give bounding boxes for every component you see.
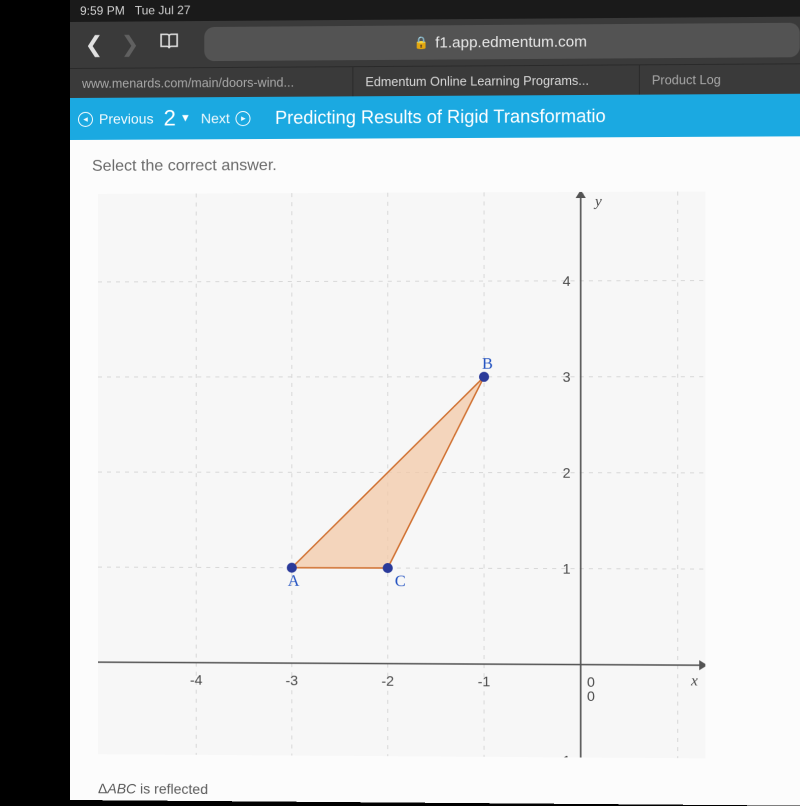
svg-text:C: C xyxy=(395,573,406,590)
question-prompt: Select the correct answer. xyxy=(92,155,787,176)
browser-toolbar: ❮ ❯ 🔒 f1.app.edmentum.com xyxy=(70,17,800,68)
svg-text:y: y xyxy=(593,194,602,210)
bookmarks-icon[interactable] xyxy=(158,31,180,57)
svg-text:-4: -4 xyxy=(190,672,203,688)
url-text: f1.app.edmentum.com xyxy=(435,33,587,51)
coordinate-graph: ABC-4-3-2-10-112340yx xyxy=(98,191,705,758)
arrow-right-icon: ▸ xyxy=(236,110,251,125)
question-text: ΔABC is reflected xyxy=(98,780,208,797)
svg-text:-3: -3 xyxy=(286,672,299,688)
tab-0[interactable]: www.menards.com/main/doors-wind... xyxy=(70,67,353,98)
svg-text:-1: -1 xyxy=(558,752,571,758)
chevron-down-icon: ▼ xyxy=(180,112,191,124)
tab-1[interactable]: Edmentum Online Learning Programs... xyxy=(353,65,639,96)
svg-text:B: B xyxy=(482,356,493,373)
back-button[interactable]: ❮ xyxy=(80,32,108,58)
tab-2[interactable]: Product Log xyxy=(640,64,800,94)
svg-text:2: 2 xyxy=(563,465,571,481)
tabs-row: www.menards.com/main/doors-wind... Edmen… xyxy=(70,63,800,98)
svg-text:0: 0 xyxy=(587,688,595,704)
tab-label: www.menards.com/main/doors-wind... xyxy=(82,75,294,90)
status-date: Tue Jul 27 xyxy=(135,3,191,17)
lock-icon: 🔒 xyxy=(414,35,429,49)
svg-text:1: 1 xyxy=(563,561,571,577)
previous-button[interactable]: ◂ Previous xyxy=(78,111,154,127)
svg-text:-2: -2 xyxy=(381,673,394,689)
tab-label: Product Log xyxy=(652,72,721,87)
url-bar[interactable]: 🔒 f1.app.edmentum.com xyxy=(204,23,799,61)
lesson-title: Predicting Results of Rigid Transformati… xyxy=(275,105,606,128)
svg-text:4: 4 xyxy=(563,273,571,289)
next-button[interactable]: Next ▸ xyxy=(201,110,251,126)
previous-label: Previous xyxy=(99,111,154,127)
svg-text:-1: -1 xyxy=(478,673,491,689)
graph-svg: ABC-4-3-2-10-112340yx xyxy=(98,191,705,758)
question-number[interactable]: 2 ▼ xyxy=(164,105,191,131)
svg-text:A: A xyxy=(288,573,300,590)
svg-text:x: x xyxy=(690,673,698,689)
next-label: Next xyxy=(201,110,230,126)
lesson-nav-bar: ◂ Previous 2 ▼ Next ▸ Predicting Results… xyxy=(70,94,800,140)
arrow-left-icon: ◂ xyxy=(78,111,93,126)
content-area: Select the correct answer. A B C -4 -3 -2 -1 0 -… xyxy=(70,136,800,805)
forward-button[interactable]: ❯ xyxy=(116,31,144,57)
svg-text:3: 3 xyxy=(563,369,571,385)
status-time: 9:59 PM xyxy=(80,4,125,18)
tab-label: Edmentum Online Learning Programs... xyxy=(365,73,589,88)
